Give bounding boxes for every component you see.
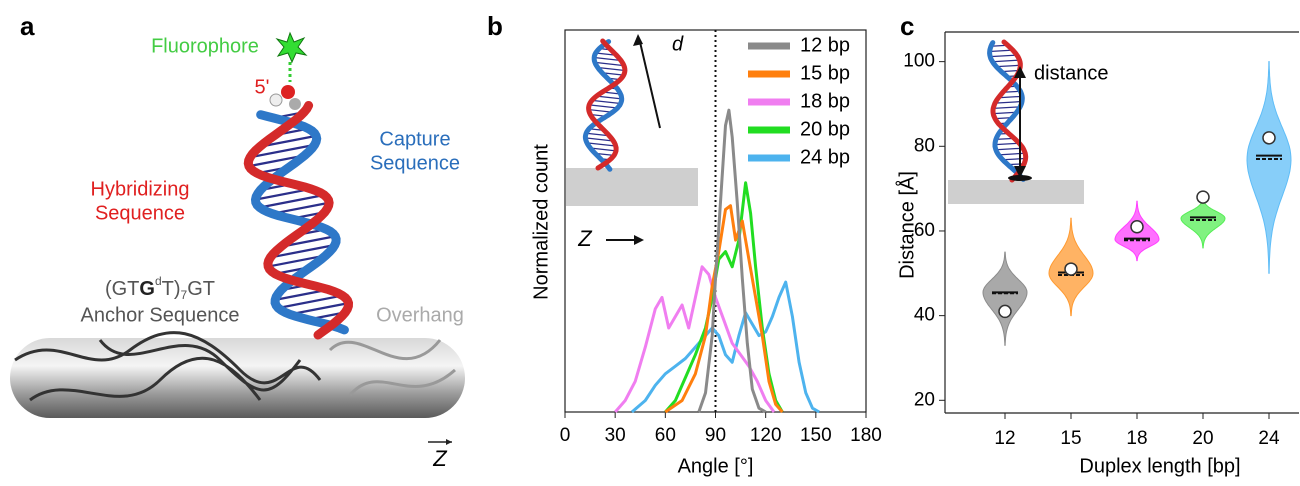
- legend-label: 15 bp: [800, 62, 850, 84]
- inset-label: d: [672, 33, 684, 55]
- base-pair: [995, 143, 1019, 144]
- inset-anchor: [1008, 175, 1032, 181]
- vector-arrow-head: [446, 439, 452, 445]
- five-prime-label: 5': [255, 76, 270, 98]
- y-axis-label: Normalized count: [530, 144, 552, 300]
- reference-point: [999, 305, 1011, 317]
- base-pair: [990, 50, 1013, 51]
- x-axis-label: Angle [°]: [678, 455, 754, 477]
- y-tick-label: 20: [914, 389, 935, 410]
- x-axis-label: Duplex length [bp]: [1079, 455, 1240, 477]
- series-line: [615, 267, 774, 412]
- base-pair: [592, 100, 621, 103]
- legend-label: 18 bp: [800, 90, 850, 112]
- x-tick-label: 120: [750, 425, 782, 446]
- formula-part: T): [162, 278, 181, 300]
- reference-point: [1263, 132, 1275, 144]
- inset-arrow-head: [1014, 66, 1026, 78]
- violin: [983, 252, 1027, 345]
- base-pair: [996, 148, 1023, 150]
- formula-part: G: [139, 278, 155, 300]
- x-tick-label: 24: [1258, 428, 1280, 449]
- fluorophore-label: Fluorophore: [151, 35, 259, 57]
- base-pair: [999, 153, 1026, 155]
- violin: [1181, 197, 1225, 248]
- base-pair: [993, 107, 1020, 109]
- inset-surface: [566, 168, 698, 206]
- x-tick-label: 20: [1192, 428, 1213, 449]
- reference-point: [1197, 191, 1209, 203]
- x-tick-label: 90: [705, 425, 726, 446]
- inset-surface: [948, 180, 1084, 204]
- panel-label: c: [900, 11, 914, 41]
- x-tick-label: 15: [1060, 428, 1081, 449]
- x-tick-label: 30: [605, 425, 626, 446]
- panel-a: Fluorophore 5' Hybridizing Sequence Capt…: [10, 33, 465, 471]
- hybridizing-label: Sequence: [95, 202, 185, 224]
- violin: [1247, 62, 1291, 274]
- reference-point: [1065, 263, 1077, 275]
- y-tick-label: 40: [914, 305, 935, 326]
- x-tick-label: 150: [800, 425, 832, 446]
- atom: [289, 98, 301, 110]
- legend-label: 24 bp: [800, 146, 850, 168]
- overhang-label: Overhang: [376, 304, 464, 326]
- base-pair: [996, 65, 1020, 66]
- y-axis-label: Distance [Å]: [895, 171, 918, 279]
- legend-label: 20 bp: [800, 118, 850, 140]
- x-tick-label: 12: [994, 428, 1015, 449]
- base-pair: [1003, 158, 1026, 159]
- base-pair: [995, 102, 1022, 104]
- inset-label: distance: [1034, 62, 1109, 84]
- x-tick-label: 18: [1126, 428, 1147, 449]
- panel-label: a: [20, 11, 35, 41]
- base-pair: [589, 105, 617, 108]
- x-tick-label: 0: [560, 425, 571, 446]
- base-pair: [597, 96, 622, 99]
- x-tick-label: 60: [655, 425, 676, 446]
- atom: [281, 85, 295, 99]
- capture-label: Capture: [379, 128, 450, 150]
- anchor-formula: (GTGdT)7GT: [105, 274, 215, 302]
- legend-label: 12 bp: [800, 34, 850, 56]
- base-pair: [990, 55, 1017, 57]
- inset-arrow: [640, 42, 660, 128]
- reference-point: [1131, 221, 1143, 233]
- fluorophore-star: [277, 33, 306, 62]
- hybridizing-label: Hybridizing: [91, 178, 190, 200]
- anchor-label: Anchor Sequence: [80, 304, 239, 326]
- x-tick-label: 180: [850, 425, 882, 446]
- base-pair: [992, 60, 1019, 62]
- inset-arrow-head: [633, 34, 643, 46]
- atom: [270, 94, 282, 106]
- inset-arrow-head: [634, 235, 644, 245]
- panel-label: b: [487, 11, 503, 41]
- z-vector-label: Z: [432, 446, 448, 471]
- y-tick-label: 100: [903, 51, 935, 72]
- formula-part: (GT: [105, 278, 139, 300]
- formula-sup: d: [155, 274, 162, 288]
- y-tick-label: 80: [914, 135, 935, 156]
- capture-label: Sequence: [370, 152, 460, 174]
- formula-part: GT: [187, 278, 215, 300]
- base-pair: [595, 62, 624, 65]
- inset-label: Z: [577, 226, 593, 251]
